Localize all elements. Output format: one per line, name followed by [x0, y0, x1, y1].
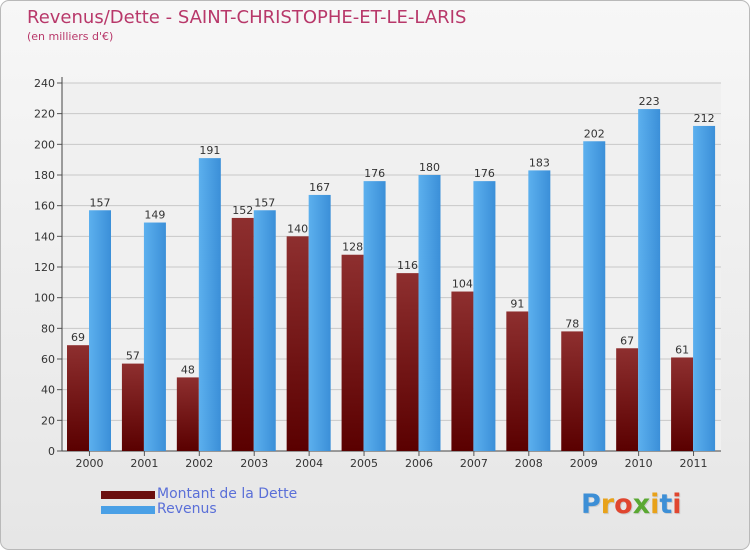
- bar-dette: [396, 273, 419, 451]
- data-label-dette: 91: [510, 297, 524, 310]
- chart-title: Revenus/Dette - SAINT-CHRISTOPHE-ET-LE-L…: [27, 7, 467, 28]
- x-tick-label: 2007: [460, 457, 488, 470]
- data-label-dette: 78: [565, 317, 579, 330]
- y-tick-label: 40: [41, 384, 55, 397]
- x-tick-label: 2000: [75, 457, 103, 470]
- y-tick-label: 80: [41, 322, 55, 335]
- data-label-revenus: 212: [694, 112, 715, 125]
- y-tick-label: 0: [48, 445, 55, 458]
- data-label-revenus: 176: [474, 167, 495, 180]
- bar-revenus: [473, 181, 496, 451]
- y-tick-label: 200: [34, 138, 55, 151]
- proxiti-logo: Proxiti: [581, 489, 682, 520]
- data-label-revenus: 149: [144, 209, 165, 222]
- data-label-dette: 140: [287, 222, 308, 235]
- data-label-dette: 67: [620, 334, 634, 347]
- data-label-dette: 69: [71, 331, 85, 344]
- data-label-dette: 116: [397, 259, 418, 272]
- x-tick-label: 2004: [295, 457, 323, 470]
- data-label-revenus: 223: [639, 95, 660, 108]
- legend-item-revenus: Revenus: [101, 502, 297, 517]
- legend-label-revenus: Revenus: [157, 501, 217, 517]
- data-label-revenus: 176: [364, 167, 385, 180]
- data-label-revenus: 157: [254, 196, 275, 209]
- y-tick-label: 240: [34, 77, 55, 90]
- data-label-dette: 57: [126, 350, 140, 363]
- data-label-revenus: 180: [419, 161, 440, 174]
- y-tick-label: 60: [41, 353, 55, 366]
- data-label-dette: 128: [342, 241, 363, 254]
- legend: Montant de la Dette Revenus: [101, 487, 297, 517]
- bar-revenus: [198, 158, 221, 451]
- bar-revenus: [583, 141, 606, 451]
- bar-dette: [67, 345, 89, 451]
- bar-revenus: [143, 222, 166, 451]
- x-tick-label: 2011: [680, 457, 708, 470]
- x-tick-label: 2003: [240, 457, 268, 470]
- bar-revenus: [693, 125, 716, 451]
- bar-dette: [286, 236, 309, 451]
- legend-swatch-dette: [101, 490, 155, 499]
- y-tick-label: 220: [34, 108, 55, 121]
- bar-dette: [176, 377, 199, 451]
- bar-dette: [231, 217, 254, 451]
- bar-dette: [451, 291, 474, 451]
- y-tick-label: 20: [41, 414, 55, 427]
- x-tick-label: 2008: [515, 457, 543, 470]
- y-tick-label: 180: [34, 169, 55, 182]
- x-tick-label: 2005: [350, 457, 378, 470]
- y-tick-label: 120: [34, 261, 55, 274]
- bar-dette: [121, 363, 144, 451]
- data-label-dette: 152: [232, 204, 253, 217]
- bar-revenus: [363, 181, 386, 451]
- bar-dette: [561, 331, 584, 451]
- x-tick-label: 2009: [570, 457, 598, 470]
- data-label-revenus: 167: [309, 181, 330, 194]
- data-label-dette: 104: [452, 278, 473, 291]
- legend-swatch-revenus: [101, 505, 155, 514]
- chart-subtitle: (en milliers d'€): [27, 30, 114, 43]
- bar-dette: [506, 311, 529, 451]
- y-tick-label: 100: [34, 292, 55, 305]
- bar-revenus: [638, 109, 661, 452]
- bar-dette: [671, 357, 694, 451]
- data-label-dette: 61: [675, 343, 689, 356]
- bar-revenus: [308, 194, 331, 451]
- x-tick-label: 2002: [185, 457, 213, 470]
- data-label-revenus: 191: [199, 144, 220, 157]
- data-label-revenus: 183: [529, 156, 550, 169]
- legend-item-dette: Montant de la Dette: [101, 487, 297, 502]
- x-tick-label: 2001: [130, 457, 158, 470]
- data-label-dette: 48: [181, 363, 195, 376]
- x-tick-label: 2010: [625, 457, 653, 470]
- y-tick-label: 160: [34, 200, 55, 213]
- bar-revenus: [418, 175, 441, 451]
- bar-revenus: [528, 170, 551, 451]
- bar-dette: [341, 254, 364, 451]
- bar-dette: [616, 348, 639, 451]
- data-label-revenus: 157: [90, 196, 111, 209]
- y-tick-label: 140: [34, 230, 55, 243]
- bar-revenus: [89, 210, 111, 451]
- legend-label-dette: Montant de la Dette: [157, 486, 298, 502]
- x-tick-label: 2006: [405, 457, 433, 470]
- bar-revenus: [253, 210, 276, 451]
- data-label-revenus: 202: [584, 127, 605, 140]
